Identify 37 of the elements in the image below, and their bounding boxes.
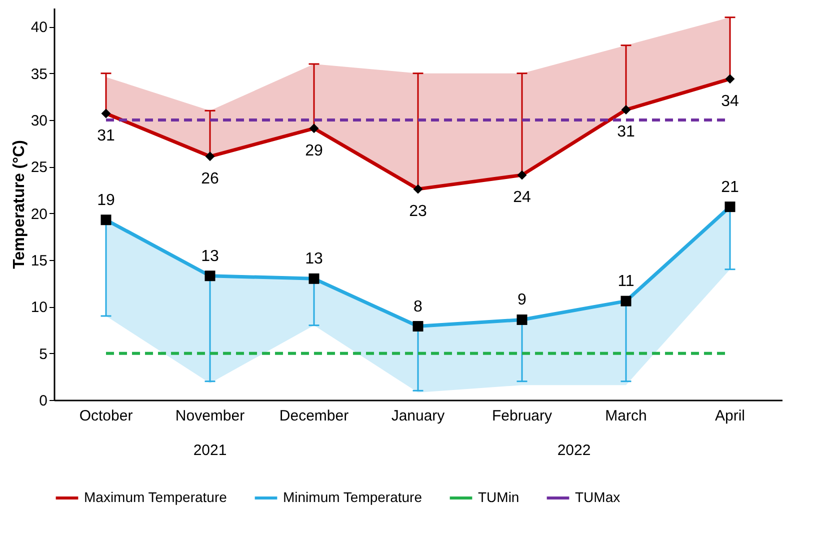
data-label: 29 bbox=[305, 142, 323, 160]
y-tick-label: 30 bbox=[30, 112, 48, 130]
legend-label: Minimum Temperature bbox=[283, 489, 422, 505]
y-tick-label: 40 bbox=[30, 19, 48, 36]
data-label: 34 bbox=[721, 92, 739, 110]
data-label: 21 bbox=[721, 178, 739, 196]
text: 2021 bbox=[193, 442, 227, 459]
legend-label: Maximum Temperature bbox=[84, 489, 228, 505]
data-label: 13 bbox=[305, 250, 323, 268]
y-tick-label: 35 bbox=[30, 66, 48, 83]
y-tick-label: 0 bbox=[39, 392, 48, 410]
data-label: 11 bbox=[618, 273, 634, 290]
legend-label: TUMin bbox=[478, 489, 520, 505]
data-label: 24 bbox=[513, 189, 531, 206]
data-label: 19 bbox=[97, 192, 115, 209]
x-tick-label: January bbox=[391, 408, 446, 424]
text: 2022 bbox=[557, 442, 591, 459]
y-tick-label: 15 bbox=[30, 252, 48, 270]
data-label: 23 bbox=[409, 203, 427, 220]
x-tick-label: February bbox=[492, 408, 553, 424]
x-tick-label: October bbox=[79, 408, 133, 424]
data-label: 26 bbox=[201, 170, 219, 188]
x-tick-label: November bbox=[175, 408, 245, 424]
data-label: 13 bbox=[201, 248, 219, 265]
data-label: 9 bbox=[518, 292, 527, 309]
data-label: 31 bbox=[617, 124, 635, 141]
y-tick-label: 5 bbox=[39, 346, 48, 363]
y-tick-label: 25 bbox=[30, 159, 48, 176]
y-tick-label: 20 bbox=[30, 206, 48, 223]
x-tick-label: March bbox=[605, 408, 647, 424]
x-tick-label: April bbox=[714, 408, 746, 424]
data-label: 31 bbox=[97, 127, 115, 144]
y-axis-title: Temperature (°C) bbox=[10, 140, 28, 269]
data-label: 8 bbox=[414, 298, 423, 316]
x-tick-label: December bbox=[279, 408, 349, 424]
y-tick-label: 10 bbox=[30, 299, 48, 316]
legend-label: TUMax bbox=[575, 489, 620, 505]
